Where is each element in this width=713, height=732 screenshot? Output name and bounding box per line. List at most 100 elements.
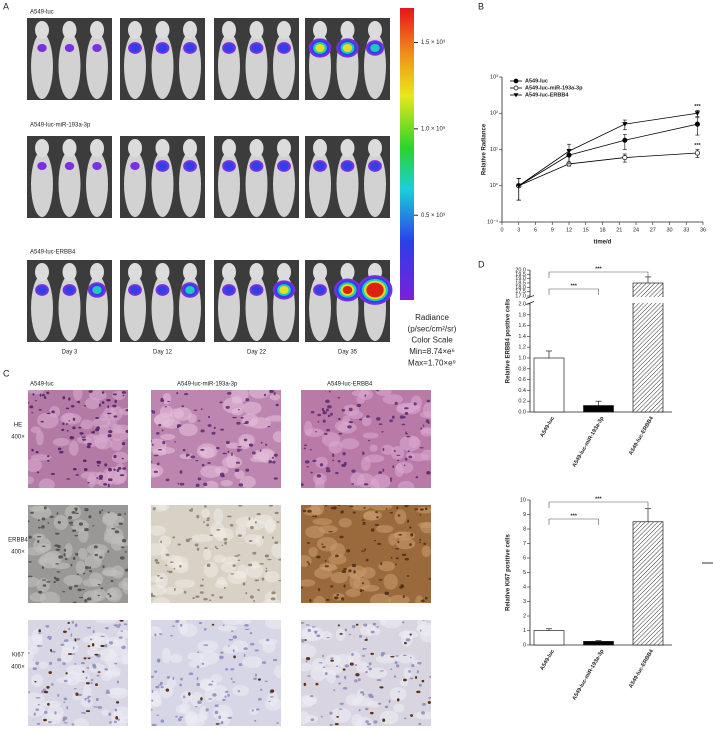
mouse-head	[183, 21, 197, 39]
nucleus	[117, 718, 121, 721]
nucleus	[28, 652, 30, 654]
cell	[264, 620, 281, 630]
nucleus	[272, 460, 276, 464]
mouse-head	[62, 263, 77, 281]
nucleus	[271, 456, 275, 459]
cell	[163, 586, 184, 595]
nucleus	[183, 590, 187, 594]
nucleus	[311, 515, 316, 517]
nucleus	[68, 586, 73, 590]
cell	[257, 448, 276, 463]
nucleus	[207, 415, 211, 419]
nucleus	[232, 564, 236, 567]
cell	[353, 577, 371, 590]
nucleus	[234, 555, 239, 557]
nucleus	[63, 701, 66, 703]
nucleus	[330, 585, 334, 588]
mouse-head	[128, 139, 142, 157]
nucleus	[270, 597, 276, 601]
nucleus	[36, 722, 41, 725]
series-line	[518, 152, 698, 187]
nucleus	[330, 657, 334, 660]
nucleus	[50, 473, 56, 476]
positive-nucleus	[88, 657, 91, 660]
nucleus	[359, 634, 363, 638]
signal-blob	[315, 162, 325, 170]
nucleus	[224, 541, 227, 545]
nucleus	[230, 573, 235, 575]
nucleus	[389, 511, 394, 514]
cell	[101, 669, 113, 682]
nucleus	[175, 620, 180, 623]
cell	[226, 453, 237, 469]
histology-image	[301, 620, 431, 726]
nucleus	[395, 664, 400, 668]
cell	[101, 569, 122, 577]
nucleus	[247, 563, 253, 567]
nucleus	[325, 399, 330, 404]
cell	[39, 591, 61, 603]
cell	[361, 456, 371, 472]
nucleus	[265, 443, 268, 446]
nucleus	[208, 599, 212, 601]
nucleus	[339, 702, 344, 705]
nucleus	[227, 716, 232, 719]
nucleus	[261, 577, 265, 581]
nucleus	[324, 559, 327, 562]
nucleus	[216, 446, 220, 450]
nucleus	[317, 413, 322, 417]
cell	[362, 432, 379, 439]
nucleus	[197, 477, 202, 481]
nucleus	[83, 405, 87, 407]
nucleus	[84, 527, 89, 532]
nucleus	[196, 547, 200, 551]
cell	[393, 531, 416, 541]
nucleus	[420, 427, 423, 430]
nucleus	[231, 452, 233, 456]
positive-nucleus	[43, 690, 49, 694]
nucleus	[373, 539, 377, 542]
nucleus	[37, 632, 42, 634]
x-tick-label: 0	[500, 227, 503, 233]
nucleus	[182, 695, 186, 699]
y-tick-label: 1	[523, 628, 526, 634]
cell	[180, 691, 193, 703]
nucleus	[107, 412, 112, 415]
y-tick-label: 18.5	[515, 280, 526, 286]
break-mark	[525, 295, 535, 299]
cell	[363, 511, 379, 521]
cell	[382, 394, 403, 405]
nucleus	[216, 528, 221, 531]
histology-image	[151, 390, 281, 488]
cell	[204, 480, 219, 488]
cell	[303, 626, 325, 642]
mouse-head	[35, 139, 49, 157]
nucleus	[419, 508, 424, 511]
mouse-image	[214, 260, 299, 342]
nucleus	[80, 661, 85, 665]
nucleus	[324, 565, 330, 568]
nucleus	[326, 637, 330, 639]
nucleus	[244, 628, 250, 631]
nucleus	[256, 512, 261, 516]
nucleus	[390, 668, 393, 671]
positive-nucleus	[257, 678, 261, 681]
nucleus	[337, 459, 341, 463]
y-tick-label: 19.0	[515, 276, 526, 282]
nucleus	[392, 465, 395, 469]
nucleus	[124, 512, 126, 515]
nucleus	[407, 450, 410, 453]
nucleus	[321, 654, 325, 658]
cell	[28, 646, 39, 655]
nucleus	[237, 690, 241, 693]
nucleus	[302, 509, 307, 513]
signal-blob	[315, 44, 325, 52]
nucleus	[122, 394, 125, 397]
nucleus	[78, 596, 84, 599]
cell	[406, 451, 415, 460]
cell	[389, 687, 407, 702]
mouse-head	[128, 263, 142, 281]
y-tick-label: 0.8	[518, 366, 526, 372]
nucleus	[99, 556, 103, 559]
positive-nucleus	[82, 670, 85, 673]
